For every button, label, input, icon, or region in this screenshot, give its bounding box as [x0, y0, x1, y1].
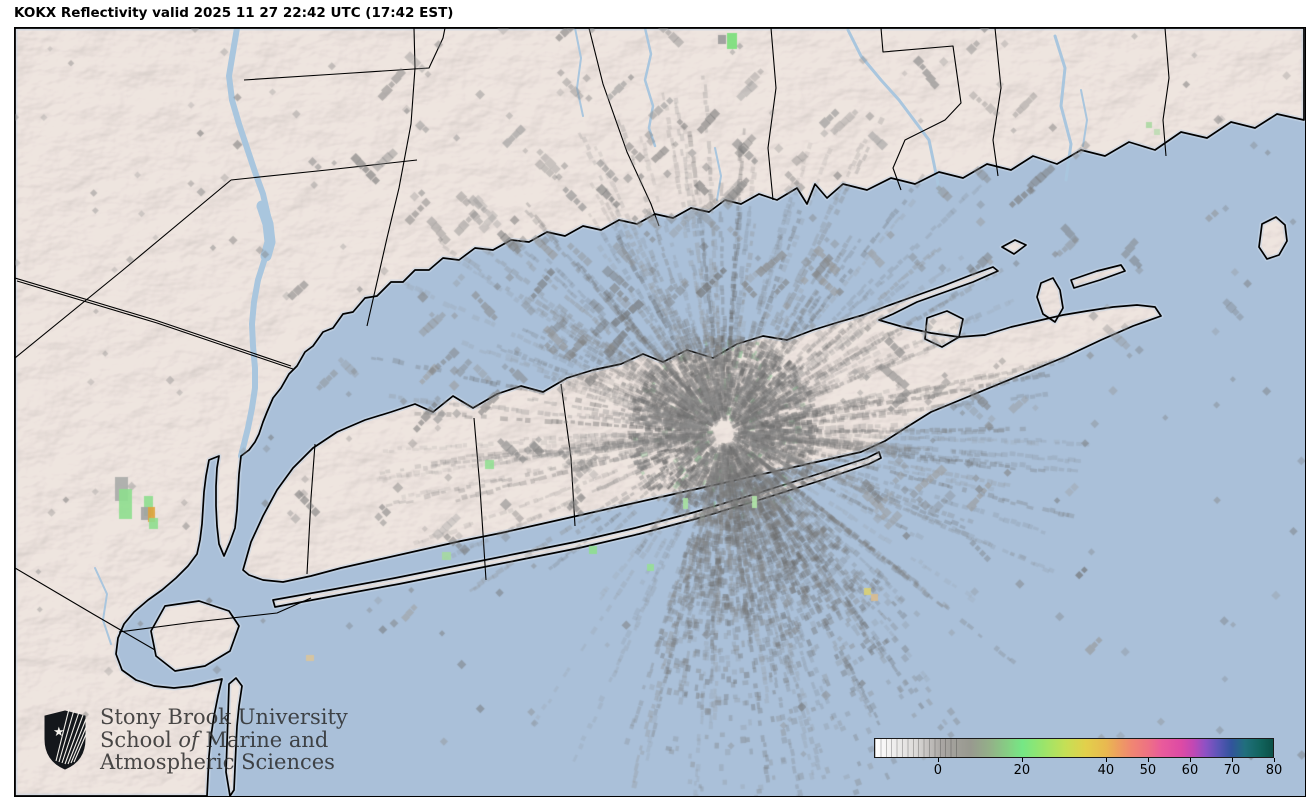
reflectivity-colorbar: 0 20 40 50 60 70 80 [874, 738, 1282, 782]
colorbar-segment-lines [875, 739, 961, 757]
colorbar-tick-label: 70 [1223, 763, 1241, 778]
stony-brook-shield-icon: ★ [44, 708, 88, 770]
colorbar-tick-mark [1147, 758, 1149, 762]
colorbar-tick-mark [1274, 758, 1275, 762]
colorbar-tick-mark [1189, 758, 1191, 762]
colorbar-gradient [874, 738, 1274, 758]
map-frame: ★ Stony Brook University School of Marin… [14, 27, 1306, 797]
credit-text: Stony Brook University School of Marine … [100, 706, 348, 774]
colorbar-tick-label: 0 [933, 763, 942, 778]
colorbar-tick-label: 20 [1013, 763, 1031, 778]
colorbar-tick-mark [937, 758, 939, 762]
shield-star-glyph: ★ [53, 725, 65, 740]
colorbar-tick-label: 40 [1097, 763, 1115, 778]
figure-title: KOKX Reflectivity valid 2025 11 27 22:42… [14, 5, 454, 21]
credit-line-3: Atmospheric Sciences [100, 750, 335, 774]
credit-block: ★ Stony Brook University School of Marin… [43, 706, 348, 774]
colorbar-tick-mark [1231, 758, 1233, 762]
colorbar-tick-label: 50 [1139, 763, 1157, 778]
credit-line-2: School of Marine and [100, 727, 329, 752]
colorbar-tick-mark [1105, 758, 1107, 762]
colorbar-tick-label: 60 [1181, 763, 1199, 778]
credit-line-1: Stony Brook University [100, 705, 348, 729]
radar-clutter-layer [15, 28, 1305, 796]
colorbar-tick-label: 80 [1265, 763, 1283, 778]
colorbar-tick-mark [1021, 758, 1023, 762]
